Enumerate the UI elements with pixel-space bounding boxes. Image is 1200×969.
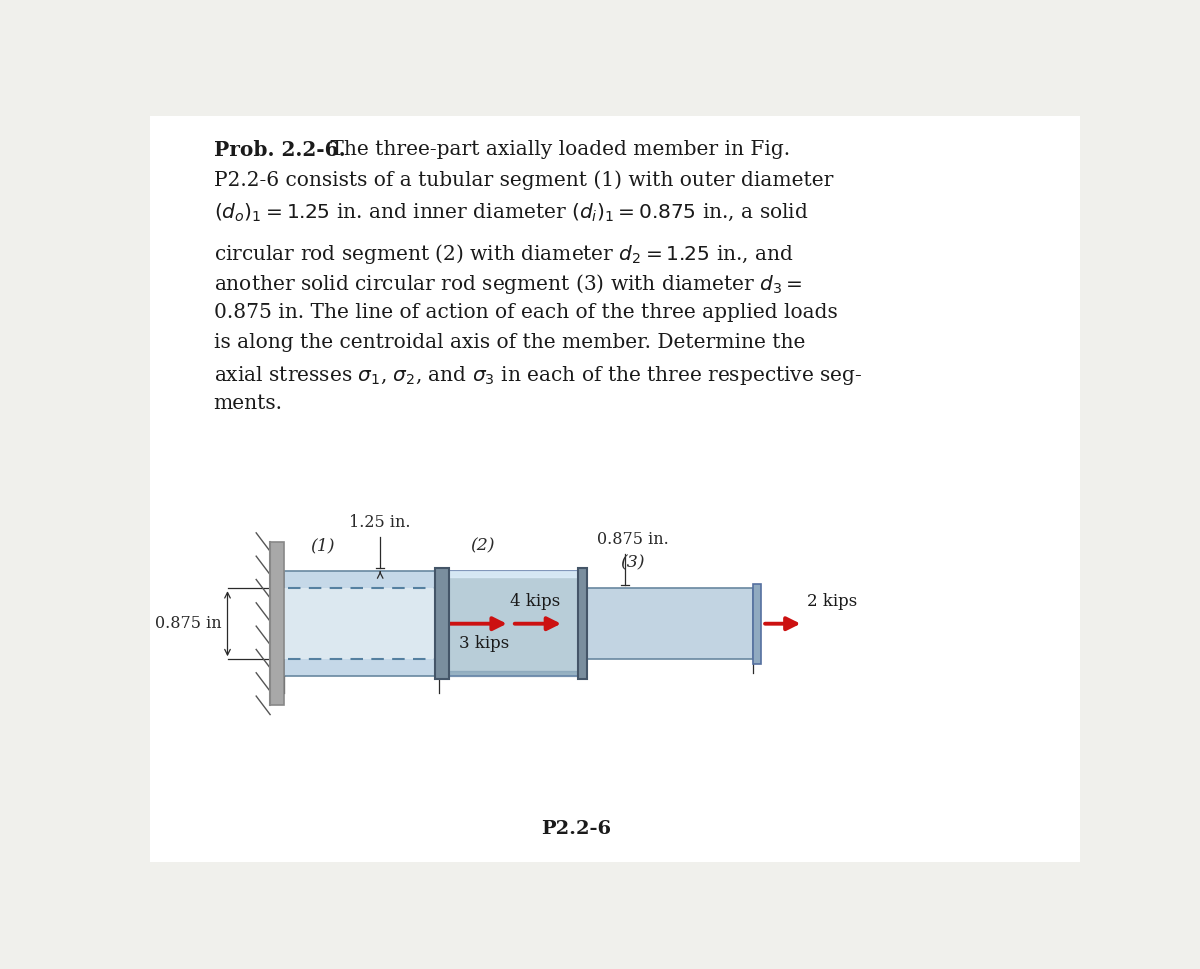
- Text: 0.875 in. The line of action of each of the three applied loads: 0.875 in. The line of action of each of …: [214, 303, 838, 322]
- Text: 0.875 in.: 0.875 in.: [596, 531, 668, 548]
- Text: $(d_o)_1 = 1.25$ in. and inner diameter $(d_i)_1 = 0.875$ in., a solid: $(d_o)_1 = 1.25$ in. and inner diameter …: [214, 201, 808, 223]
- Text: 2 kips: 2 kips: [808, 593, 858, 610]
- Bar: [436, 568, 449, 679]
- Text: ments.: ments.: [214, 394, 282, 413]
- Text: 3 kips: 3 kips: [460, 636, 510, 652]
- FancyBboxPatch shape: [150, 116, 1080, 462]
- Bar: [439, 572, 582, 676]
- Text: 1.25 in.: 1.25 in.: [349, 515, 410, 531]
- Bar: [582, 588, 752, 659]
- Text: 0.875 in: 0.875 in: [156, 615, 222, 632]
- Bar: [578, 568, 587, 679]
- Text: 4 kips: 4 kips: [510, 593, 560, 610]
- Text: P2.2-6 consists of a tubular segment (1) with outer diameter: P2.2-6 consists of a tubular segment (1)…: [214, 171, 833, 190]
- Text: P2.2-6: P2.2-6: [541, 820, 611, 838]
- Text: Prob. 2.2-6.: Prob. 2.2-6.: [214, 141, 346, 160]
- Text: (2): (2): [470, 538, 494, 554]
- Text: circular rod segment (2) with diameter $d_2 = 1.25$ in., and: circular rod segment (2) with diameter $…: [214, 242, 793, 266]
- Text: (1): (1): [311, 538, 335, 554]
- Text: is along the centroidal axis of the member. Determine the: is along the centroidal axis of the memb…: [214, 333, 805, 353]
- Bar: [270, 542, 284, 705]
- Bar: [284, 572, 439, 676]
- Bar: [284, 588, 439, 659]
- Text: another solid circular rod segment (3) with diameter $d_3 =$: another solid circular rod segment (3) w…: [214, 272, 802, 297]
- Text: The three-part axially loaded member in Fig.: The three-part axially loaded member in …: [324, 141, 790, 159]
- Text: (3): (3): [620, 554, 646, 572]
- FancyBboxPatch shape: [150, 458, 1080, 862]
- Text: axial stresses $\sigma_1$, $\sigma_2$, and $\sigma_3$ in each of the three respe: axial stresses $\sigma_1$, $\sigma_2$, a…: [214, 363, 862, 387]
- Bar: [752, 583, 761, 664]
